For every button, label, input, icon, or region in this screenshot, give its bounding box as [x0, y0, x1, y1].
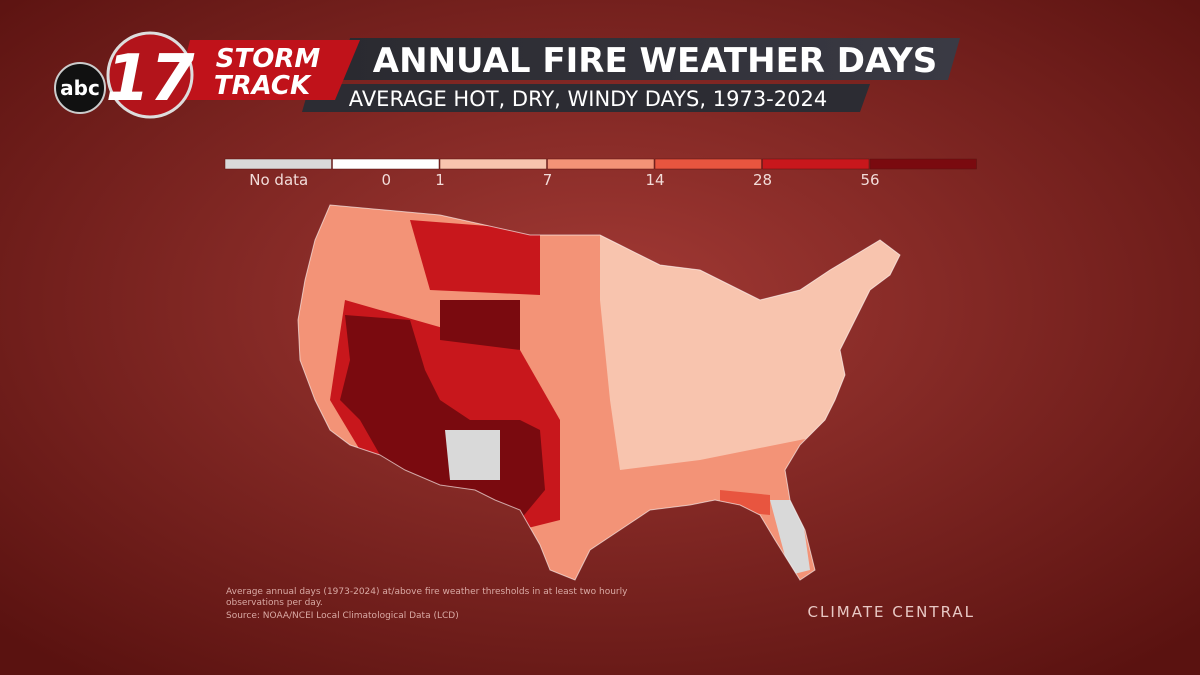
brand-line: TRACK [214, 71, 312, 101]
title: ANNUAL FIRE WEATHER DAYS [373, 41, 937, 81]
legend-swatch [439, 158, 547, 170]
legend-label: 7 [543, 171, 553, 189]
title-banner [340, 38, 960, 80]
brand-banner [175, 40, 360, 100]
footnote: observations per day. [226, 598, 323, 608]
subtitle-banner [302, 84, 870, 112]
legend-swatch [547, 158, 655, 170]
source: Source: NOAA/NCEI Local Climatological D… [226, 611, 459, 621]
channel: 17 [105, 42, 195, 116]
legend: No data 0 1 7 14 28 56 [224, 158, 977, 189]
map [298, 205, 900, 580]
credit: CLIMATE CENTRAL [808, 603, 975, 621]
abc-disc [54, 62, 106, 114]
legend-label: 1 [435, 171, 445, 189]
map-region [600, 235, 900, 470]
logo-disc [106, 31, 194, 119]
legend-label: 0 [381, 171, 391, 189]
map-region [445, 430, 500, 480]
map-region [440, 300, 520, 350]
legend-label: 56 [860, 171, 879, 189]
map-region [410, 220, 540, 295]
brand-line: STORM [216, 44, 321, 74]
footnote: Average annual days (1973-2024) at/above… [226, 587, 628, 597]
subtitle: AVERAGE HOT, DRY, WINDY DAYS, 1973-2024 [349, 87, 827, 111]
legend-label: 28 [753, 171, 772, 189]
legend-swatch [869, 158, 977, 170]
legend-label: No data [249, 171, 308, 189]
legend-swatch [762, 158, 870, 170]
legend-label: 14 [645, 171, 664, 189]
network: abc [60, 76, 100, 100]
legend-swatch [224, 158, 332, 170]
legend-swatch [332, 158, 440, 170]
legend-swatch [654, 158, 762, 170]
